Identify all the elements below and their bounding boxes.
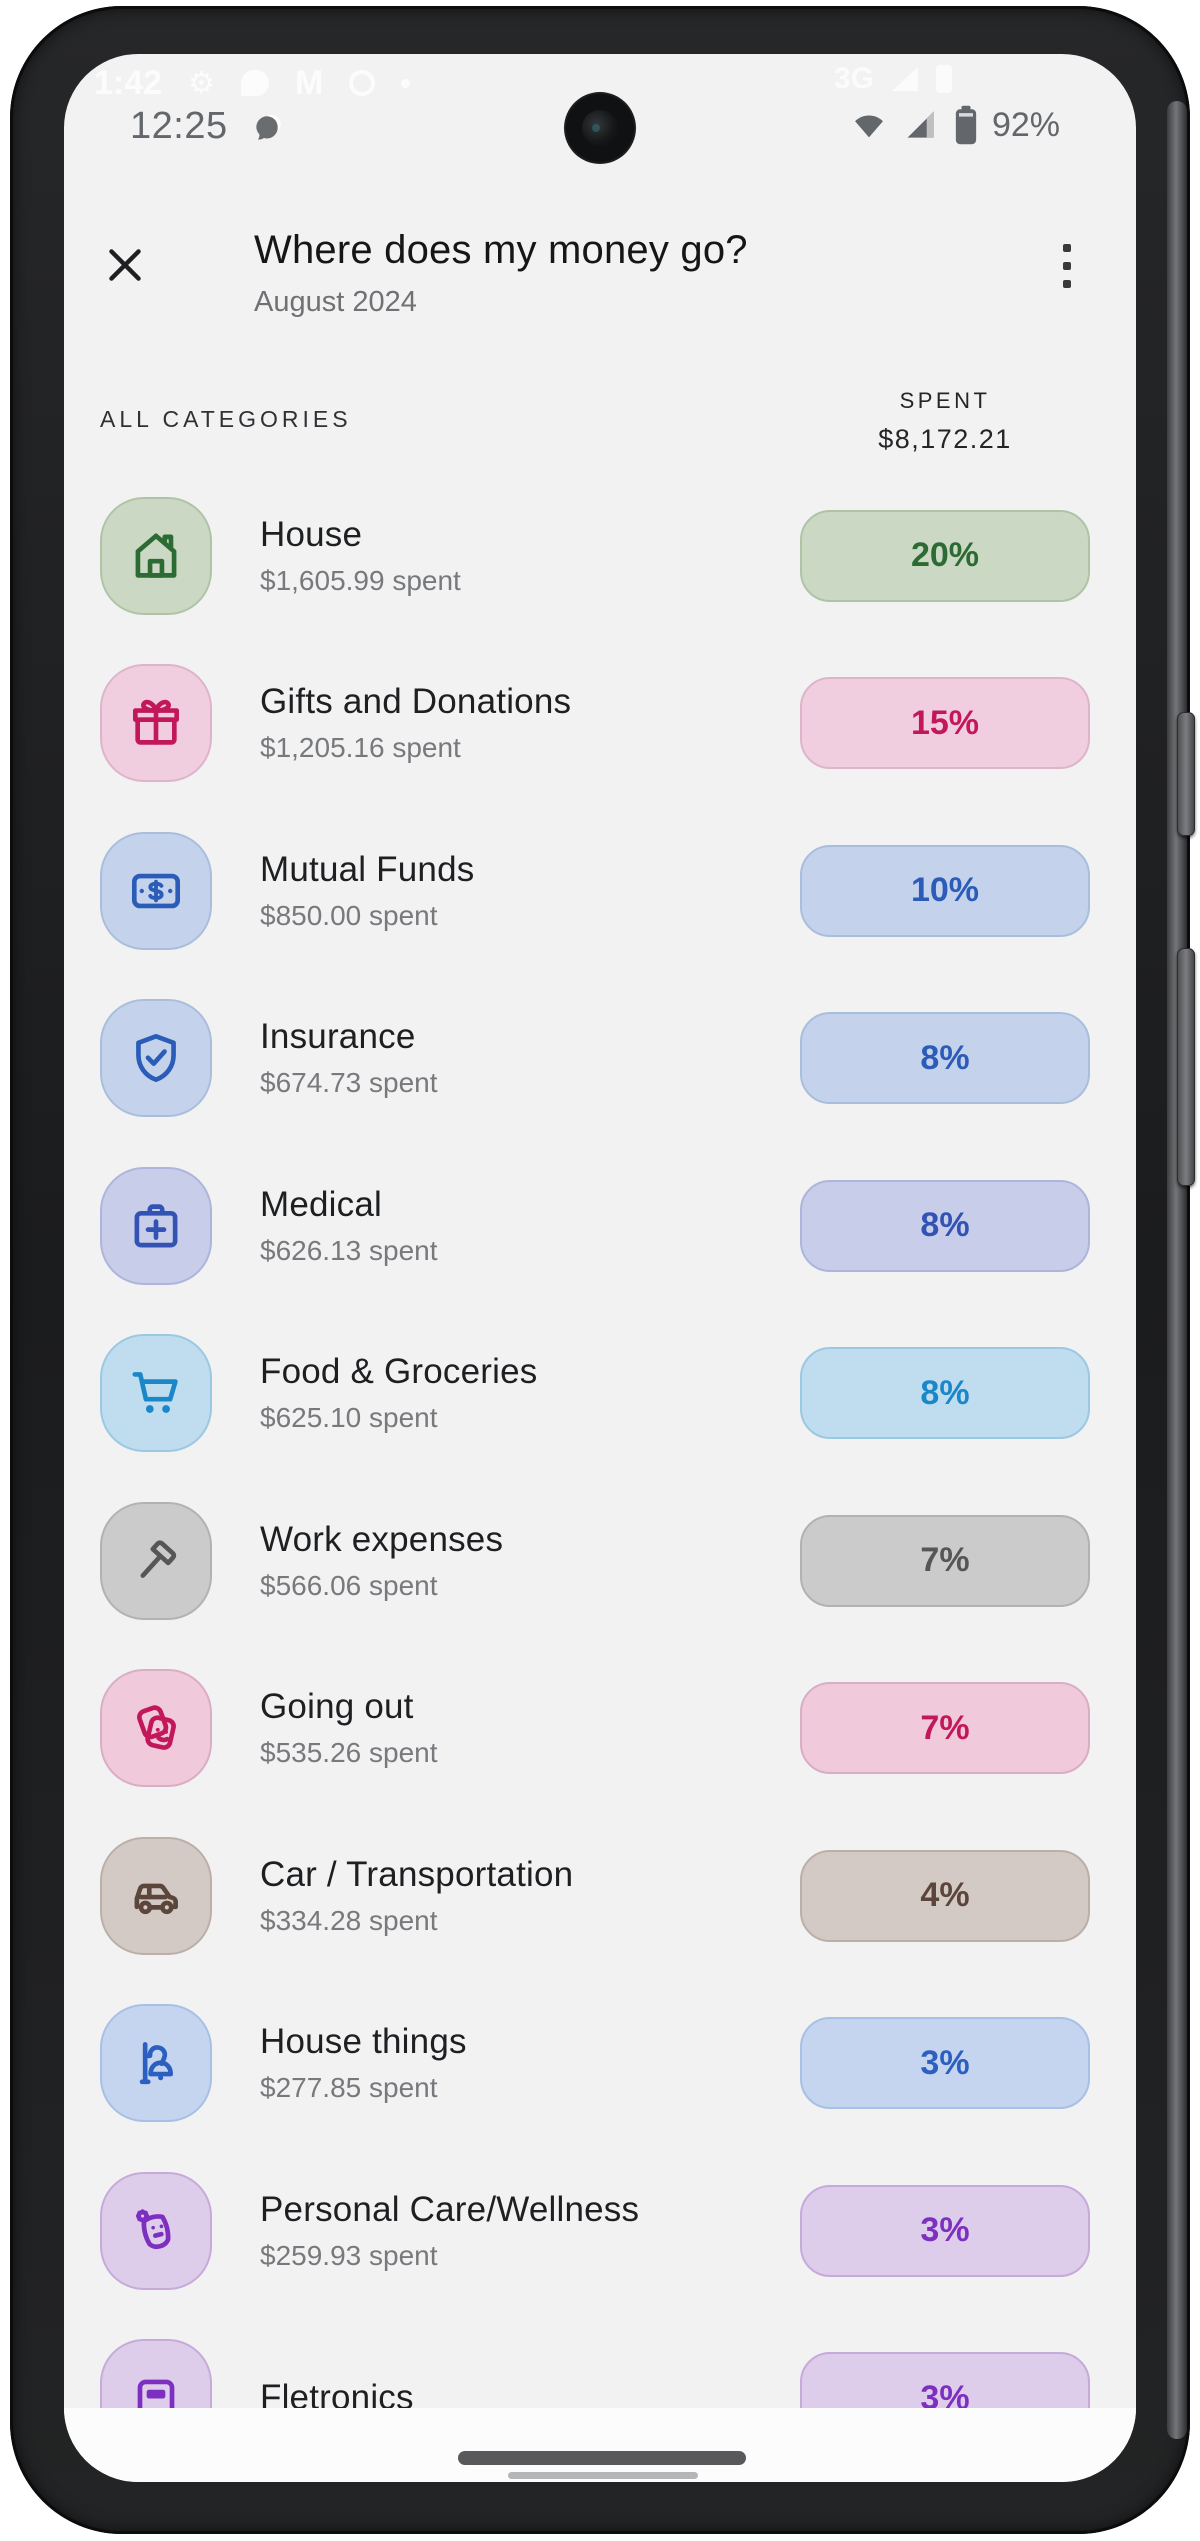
status-bar: 12:25 92% [64,98,1136,162]
car-icon [100,1836,212,1955]
page-title: Where does my money go? [254,228,748,272]
cart-icon [100,1334,212,1453]
front-camera [566,94,634,162]
navigation-bar-area [64,2408,1136,2482]
category-percent-badge: 4% [800,1849,1090,1942]
category-percent-badge: 7% [800,1682,1090,1775]
category-row[interactable]: Medical $626.13 spent 8% [100,1142,1090,1310]
category-row[interactable]: Work expenses $566.06 spent 7% [100,1477,1090,1645]
category-row[interactable]: Insurance $674.73 spent 8% [100,975,1090,1143]
category-spent: $850.00 spent [260,899,438,931]
status-icons: 92% [848,104,1060,146]
category-percent-badge: 10% [800,844,1090,937]
category-row[interactable]: Food & Groceries $625.10 spent 8% [100,1310,1090,1478]
category-name: Gifts and Donations [260,682,572,722]
ghost-status-right: 3G [834,62,953,96]
category-spent: $674.73 spent [260,1067,438,1099]
phone-frame: 1:42 ⚙ M 3G 12:25 [10,6,1195,2534]
category-percent-badge: 8% [800,1012,1090,1105]
gesture-handle[interactable] [458,2451,746,2465]
category-row[interactable]: Gifts and Donations $1,205.16 spent 15% [100,640,1090,808]
more-options-icon[interactable] [1054,238,1080,294]
check-circle-icon [349,70,376,96]
clock: 12:25 [130,105,228,147]
chat-bubble-icon [240,70,269,96]
category-spent: $277.85 spent [260,2072,438,2104]
category-name: Personal Care/Wellness [260,2189,640,2229]
category-list: House $1,605.99 spent 20% Gifts and Dona… [100,472,1090,2482]
phone-screen: 1:42 ⚙ M 3G 12:25 [64,54,1136,2482]
category-percent-badge: 15% [800,677,1090,770]
gift-icon [100,664,212,783]
all-categories-label: ALL CATEGORIES [100,406,352,432]
cellular-signal-icon [907,111,934,138]
category-row[interactable]: Personal Care/Wellness $259.93 spent 3% [100,2147,1090,2315]
hammer-icon [100,1501,212,1620]
category-name: Medical [260,1184,383,1224]
battery-percent: 92% [991,105,1060,144]
category-percent-badge: 8% [800,1179,1090,1272]
category-spent: $1,205.16 spent [260,732,461,764]
gear-icon: ⚙ [188,66,215,100]
category-name: Mutual Funds [260,849,475,889]
ghost-status-row: 1:42 ⚙ M [94,62,411,104]
category-percent-badge: 8% [800,1347,1090,1440]
gesture-handle-shadow [508,2472,698,2479]
phone-side-rail [1167,101,1187,2439]
volume-button[interactable] [1177,948,1195,1186]
battery-icon [936,65,953,93]
page-subtitle: August 2024 [254,286,417,318]
ghost-time: 1:42 [94,63,163,102]
shield-check-icon [100,999,212,1118]
dot-icon [401,78,411,88]
ghost-network-label: 3G [834,62,875,95]
category-spent: $259.93 spent [260,2239,438,2271]
category-name: Work expenses [260,1519,504,1559]
category-name: Food & Groceries [260,1352,538,1392]
house-icon [100,496,212,615]
category-spent: $625.10 spent [260,1402,438,1434]
battery-icon [955,105,977,145]
spent-label: SPENT [899,388,991,413]
gmail-icon: M [294,63,324,102]
category-name: Going out [260,1687,414,1727]
category-row[interactable]: Going out $535.26 spent 7% [100,1645,1090,1813]
close-icon[interactable] [100,240,150,290]
category-name: Insurance [260,1017,416,1057]
category-row[interactable]: House things $277.85 spent 3% [100,1980,1090,2148]
category-name: House [260,514,363,554]
category-percent-badge: 7% [800,1514,1090,1607]
banknote-icon [100,831,212,950]
spent-total: $8,172.21 [878,424,1012,454]
signal-icon [892,67,919,91]
party-masks-icon [100,1669,212,1788]
spa-mask-icon [100,2171,212,2290]
medical-bag-icon [100,1166,212,1285]
category-name: House things [260,2022,467,2062]
power-button[interactable] [1177,712,1195,836]
wifi-icon [855,115,883,138]
category-spent: $626.13 spent [260,1234,438,1266]
lamp-icon [100,2004,212,2123]
messages-notification-icon [248,110,288,150]
category-percent-badge: 20% [800,509,1090,602]
category-name: Car / Transportation [260,1854,574,1894]
category-percent-badge: 3% [800,2017,1090,2110]
category-row[interactable]: Car / Transportation $334.28 spent 4% [100,1812,1090,1980]
category-row[interactable]: Mutual Funds $850.00 spent 10% [100,807,1090,975]
category-percent-badge: 3% [800,2184,1090,2277]
category-spent: $566.06 spent [260,1569,438,1601]
category-spent: $535.26 spent [260,1737,438,1769]
category-row[interactable]: House $1,605.99 spent 20% [100,472,1090,640]
category-spent: $334.28 spent [260,1904,438,1936]
spent-summary: SPENT $8,172.21 [800,388,1090,455]
category-spent: $1,605.99 spent [260,564,461,596]
